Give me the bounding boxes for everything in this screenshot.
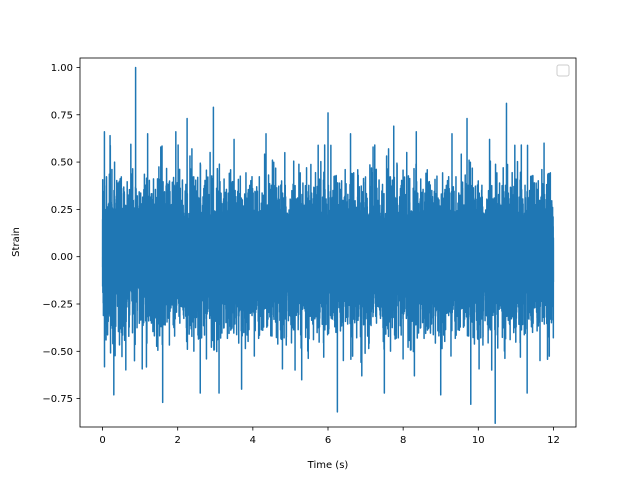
y-tick-label: −0.75: [42, 394, 73, 405]
y-tick-label: 0.50: [51, 158, 73, 169]
y-tick-label: −0.50: [42, 347, 73, 358]
y-axis-ticks: −0.75 −0.50 −0.25 0.00 0.25 0.50 0.75 1.00: [42, 63, 80, 405]
y-tick-label: −0.25: [42, 300, 73, 311]
y-tick-label: 0.00: [51, 252, 73, 263]
y-axis-label: Strain: [11, 227, 22, 257]
x-tick-label: 10: [472, 435, 485, 446]
legend-box: [556, 64, 570, 77]
plot-area: [101, 66, 555, 424]
x-tick-label: 4: [250, 435, 256, 446]
y-tick-label: 0.25: [51, 205, 73, 216]
y-tick-label: 1.00: [51, 63, 73, 74]
x-tick-label: 0: [99, 435, 105, 446]
strain-series-line: [101, 66, 555, 424]
x-tick-label: 6: [325, 435, 331, 446]
y-tick-label: 0.75: [51, 110, 73, 121]
x-axis-label: Time (s): [307, 460, 349, 471]
series-layer: [101, 66, 555, 424]
x-axis-ticks: 0 2 4 6 8 10 12: [99, 427, 560, 446]
x-tick-label: 2: [175, 435, 181, 446]
x-tick-label: 8: [400, 435, 406, 446]
x-tick-label: 12: [547, 435, 560, 446]
legend: [556, 64, 570, 77]
